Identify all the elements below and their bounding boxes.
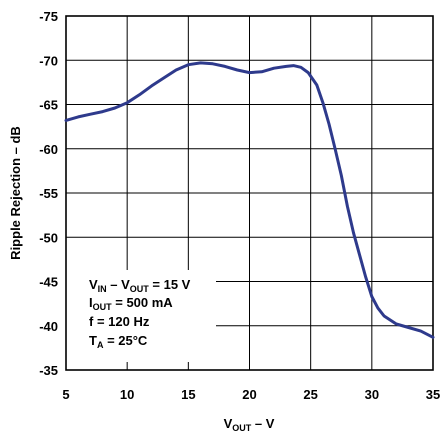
x-tick-label: 5 xyxy=(62,387,69,402)
annotation-iout: IOUT = 500 mA xyxy=(89,295,173,312)
x-tick-label: 35 xyxy=(426,387,440,402)
annotation-ta: TA = 25°C xyxy=(89,333,148,350)
y-tick-label: -35 xyxy=(39,363,58,378)
x-tick-label: 25 xyxy=(303,387,317,402)
y-tick-label: -50 xyxy=(39,230,58,245)
y-tick-label: -40 xyxy=(39,319,58,334)
x-tick-label: 10 xyxy=(120,387,134,402)
x-tick-label: 15 xyxy=(181,387,195,402)
annotation-box-background xyxy=(66,270,216,362)
plot-frame xyxy=(65,15,434,371)
y-tick-label: -65 xyxy=(39,98,58,113)
x-tick-label: 20 xyxy=(242,387,256,402)
annotation-conditions: VIN – VOUT = 15 V IOUT = 500 mA f = 120 … xyxy=(89,277,191,350)
y-tick-label: -55 xyxy=(39,186,58,201)
y-tick-labels: -75 -70 -65 -60 -55 -50 -45 -40 -35 xyxy=(39,9,58,378)
annotation-vin-vout: VIN – VOUT = 15 V xyxy=(89,277,191,294)
y-tick-label: -70 xyxy=(39,53,58,68)
x-axis-label: VOUT – V xyxy=(224,416,275,433)
y-tick-label: -60 xyxy=(39,142,58,157)
x-tick-label: 30 xyxy=(365,387,379,402)
x-tick-labels: 5 10 15 20 25 30 35 xyxy=(62,387,440,402)
y-tick-label: -75 xyxy=(39,9,58,24)
series-line xyxy=(64,61,435,339)
y-axis-label: Ripple Rejection – dB xyxy=(8,126,23,260)
annotation-frequency: f = 120 Hz xyxy=(89,314,150,329)
y-tick-label: -45 xyxy=(39,275,58,290)
